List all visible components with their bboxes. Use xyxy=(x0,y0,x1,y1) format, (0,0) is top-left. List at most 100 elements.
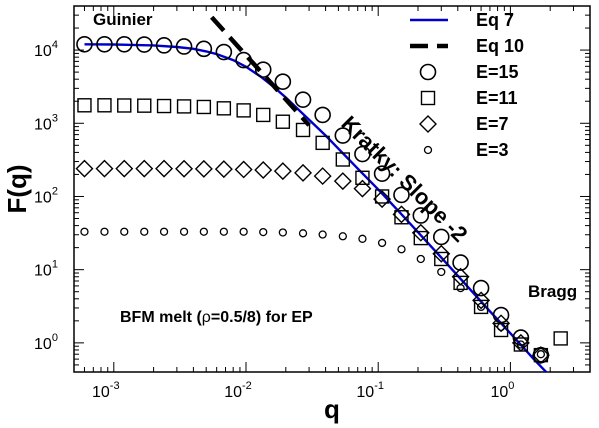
legend-label-e-7: E=7 xyxy=(476,114,509,134)
data-point-e-11 xyxy=(236,103,251,118)
legend-swatch-e-15 xyxy=(419,63,437,81)
data-point-e-11 xyxy=(117,98,132,113)
data-point-e-11 xyxy=(137,98,152,113)
legend-swatch-e-3 xyxy=(423,145,433,155)
data-point-e-11 xyxy=(315,135,330,151)
data-point-e-11 xyxy=(156,98,172,114)
data-point-e-7 xyxy=(75,159,94,178)
data-point-e-3 xyxy=(140,227,149,236)
data-point-e-3 xyxy=(318,230,327,239)
annotation-bragg: Bragg xyxy=(528,282,577,301)
data-point-e-11 xyxy=(275,114,291,129)
data-point-e-7 xyxy=(373,190,392,209)
data-point-e-15 xyxy=(96,35,113,53)
data-point-e-3 xyxy=(358,234,367,243)
data-point-e-15 xyxy=(432,228,450,246)
data-point-e-7 xyxy=(234,160,253,179)
data-point-e-15 xyxy=(155,37,173,54)
legend-label-e-3: E=3 xyxy=(476,140,509,160)
data-point-e-3 xyxy=(416,254,425,264)
data-point-e-15 xyxy=(373,165,391,182)
data-point-e-3 xyxy=(199,227,209,236)
y-axis-label: F(q) xyxy=(2,164,32,213)
data-point-e-3 xyxy=(179,227,189,236)
data-point-e-11 xyxy=(453,275,468,291)
annotation-system: BFM melt (ρ=0.5/8) for EP xyxy=(120,309,313,326)
y-tick-label: 104 xyxy=(34,39,58,60)
data-point-e-3 xyxy=(397,245,406,254)
annotation-kratky-slope: Kratky: Slope -2 xyxy=(336,111,472,247)
data-point-e-15 xyxy=(215,43,233,61)
data-point-e-11 xyxy=(434,251,449,267)
data-point-e-3 xyxy=(437,267,446,277)
data-point-e-7 xyxy=(155,159,174,178)
data-point-e-15 xyxy=(393,186,410,204)
y-tick-label: 103 xyxy=(34,112,58,133)
data-point-e-11 xyxy=(335,152,351,167)
data-point-e-3 xyxy=(377,238,387,248)
data-point-e-7 xyxy=(175,159,194,178)
data-point-e-7 xyxy=(392,205,411,224)
data-point-e-7 xyxy=(294,163,313,182)
data-point-e-7 xyxy=(313,167,332,186)
data-point-e-7 xyxy=(95,159,114,178)
x-tick-label: 10-1 xyxy=(356,380,384,401)
data-point-e-7 xyxy=(432,244,451,263)
data-point-e-7 xyxy=(214,160,233,179)
data-point-e-3 xyxy=(476,302,486,312)
data-point-e-7 xyxy=(333,172,352,191)
data-point-e-11 xyxy=(374,189,390,204)
data-point-e-11 xyxy=(295,122,311,138)
data-point-e-7 xyxy=(472,291,491,310)
data-point-e-3 xyxy=(120,227,129,236)
y-tick-label: 100 xyxy=(34,332,58,353)
data-point-e-7 xyxy=(353,179,372,198)
data-point-e-11 xyxy=(176,99,192,114)
data-point-e-15 xyxy=(492,306,510,324)
data-point-e-15 xyxy=(115,35,133,53)
data-point-e-7 xyxy=(135,159,154,178)
data-point-e-15 xyxy=(512,329,530,346)
x-axis-label: q xyxy=(324,394,340,424)
data-point-e-11 xyxy=(355,170,370,185)
data-point-e-11 xyxy=(394,210,409,225)
x-tick-label: 10-2 xyxy=(224,380,252,401)
data-point-e-11 xyxy=(77,98,92,113)
data-point-e-11 xyxy=(216,101,232,116)
data-point-e-15 xyxy=(195,40,213,58)
data-point-e-15 xyxy=(452,254,469,271)
data-point-e-11 xyxy=(256,107,271,123)
plot-data xyxy=(75,15,568,372)
data-point-e-15 xyxy=(135,36,153,53)
data-point-e-3 xyxy=(259,227,268,237)
data-point-e-3 xyxy=(496,322,506,332)
data-point-e-11 xyxy=(413,230,429,246)
x-tick-label: 10-3 xyxy=(92,380,120,401)
y-tick-label: 101 xyxy=(34,259,58,280)
data-point-e-3 xyxy=(516,340,526,349)
data-point-e-3 xyxy=(219,227,229,236)
data-point-e-3 xyxy=(159,227,169,236)
data-point-e-3 xyxy=(278,228,288,237)
legend: Eq 7 Eq 10 E=15 E=11 E=7 E=3 xyxy=(410,10,524,160)
data-point-e-3 xyxy=(536,350,546,359)
data-point-e-11 xyxy=(473,299,489,315)
plot-clip-group xyxy=(75,15,568,372)
data-point-e-15 xyxy=(235,51,252,69)
data-point-e-3 xyxy=(100,227,109,236)
plot-annotations: Guinier Kratky: Slope -2 Bragg BFM melt … xyxy=(93,10,577,326)
data-point-e-7 xyxy=(411,223,430,242)
data-point-e-15 xyxy=(334,127,352,144)
data-point-e-15 xyxy=(354,145,371,163)
data-point-e-15 xyxy=(76,35,93,53)
data-point-e-11 xyxy=(196,99,212,115)
data-point-e-15 xyxy=(472,279,490,297)
data-point-e-7 xyxy=(492,314,511,333)
plot-frame xyxy=(73,5,591,373)
data-point-e-15 xyxy=(175,38,193,55)
data-point-e-11 xyxy=(553,331,568,346)
data-point-e-7 xyxy=(273,162,292,181)
data-point-e-3 xyxy=(298,229,308,238)
data-point-e-3 xyxy=(239,227,248,236)
